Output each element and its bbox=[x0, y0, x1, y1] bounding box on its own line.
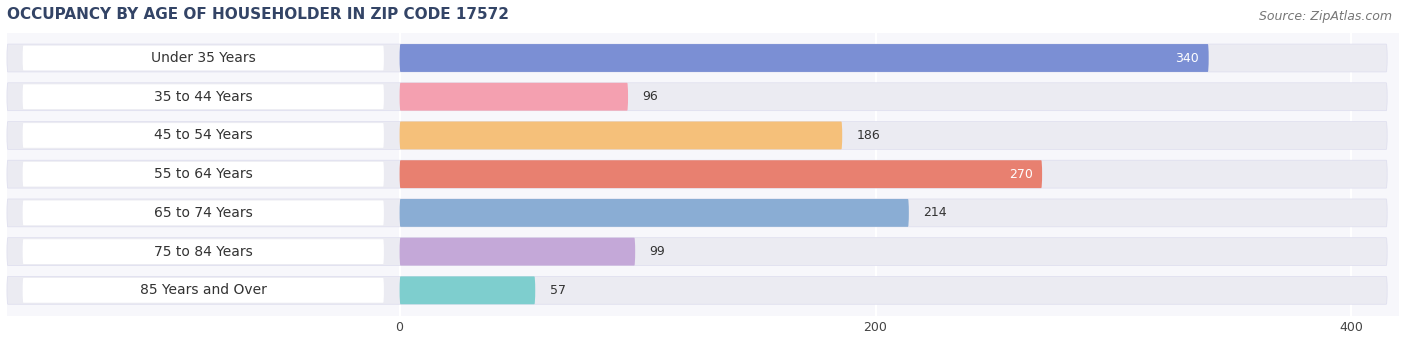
FancyBboxPatch shape bbox=[22, 123, 384, 148]
FancyBboxPatch shape bbox=[22, 46, 384, 70]
FancyBboxPatch shape bbox=[399, 199, 908, 227]
Text: 35 to 44 Years: 35 to 44 Years bbox=[153, 90, 253, 104]
FancyBboxPatch shape bbox=[22, 162, 384, 187]
Text: 65 to 74 Years: 65 to 74 Years bbox=[153, 206, 253, 220]
Text: 57: 57 bbox=[550, 284, 565, 297]
Text: 96: 96 bbox=[643, 90, 658, 103]
FancyBboxPatch shape bbox=[7, 83, 1388, 111]
FancyBboxPatch shape bbox=[22, 201, 384, 225]
FancyBboxPatch shape bbox=[399, 277, 536, 304]
FancyBboxPatch shape bbox=[399, 44, 1209, 72]
Text: 99: 99 bbox=[650, 245, 665, 258]
FancyBboxPatch shape bbox=[22, 239, 384, 264]
Text: Source: ZipAtlas.com: Source: ZipAtlas.com bbox=[1258, 10, 1392, 23]
Text: Under 35 Years: Under 35 Years bbox=[150, 51, 256, 65]
FancyBboxPatch shape bbox=[7, 277, 1388, 304]
FancyBboxPatch shape bbox=[22, 278, 384, 303]
FancyBboxPatch shape bbox=[399, 160, 1042, 188]
FancyBboxPatch shape bbox=[399, 121, 842, 149]
Text: 340: 340 bbox=[1175, 51, 1199, 64]
Text: 186: 186 bbox=[856, 129, 880, 142]
Text: 55 to 64 Years: 55 to 64 Years bbox=[153, 167, 253, 181]
Text: 214: 214 bbox=[924, 206, 946, 219]
FancyBboxPatch shape bbox=[7, 238, 1388, 266]
Text: OCCUPANCY BY AGE OF HOUSEHOLDER IN ZIP CODE 17572: OCCUPANCY BY AGE OF HOUSEHOLDER IN ZIP C… bbox=[7, 7, 509, 22]
FancyBboxPatch shape bbox=[7, 199, 1388, 227]
FancyBboxPatch shape bbox=[22, 84, 384, 109]
FancyBboxPatch shape bbox=[7, 121, 1388, 149]
Text: 75 to 84 Years: 75 to 84 Years bbox=[153, 244, 253, 258]
Text: 45 to 54 Years: 45 to 54 Years bbox=[153, 129, 253, 143]
Text: 85 Years and Over: 85 Years and Over bbox=[139, 283, 267, 297]
FancyBboxPatch shape bbox=[399, 238, 636, 266]
FancyBboxPatch shape bbox=[7, 44, 1388, 72]
Text: 270: 270 bbox=[1008, 168, 1032, 181]
FancyBboxPatch shape bbox=[7, 160, 1388, 188]
FancyBboxPatch shape bbox=[399, 83, 628, 111]
